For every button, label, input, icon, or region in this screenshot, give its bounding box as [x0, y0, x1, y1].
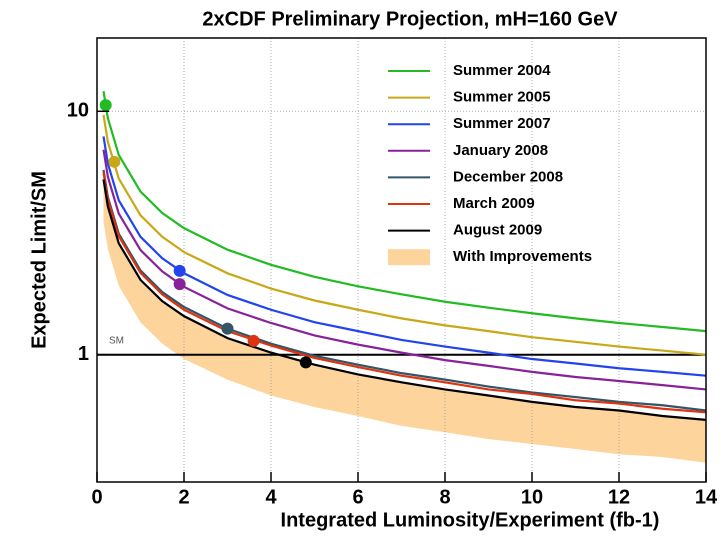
series-line — [102, 169, 706, 412]
series-marker — [299, 356, 312, 369]
legend-label: With Improvements — [453, 248, 592, 265]
plot-frame — [96, 37, 707, 483]
x-tick-label: 0 — [91, 486, 102, 508]
x-tick-label: 8 — [439, 486, 450, 508]
legend-label: Summer 2007 — [453, 115, 551, 132]
x-tick-label: 4 — [265, 486, 277, 508]
plot-area — [97, 38, 706, 482]
legend-swatch — [388, 249, 430, 266]
series-marker — [221, 322, 234, 335]
series-marker — [99, 99, 112, 112]
sm-label: SM — [109, 335, 124, 346]
x-tick-label: 12 — [608, 486, 630, 508]
x-tick-label: 14 — [695, 486, 718, 508]
legend-label: Summer 2004 — [453, 62, 551, 79]
improvement-band — [103, 179, 706, 463]
series-line — [102, 91, 706, 333]
series-line — [102, 172, 706, 414]
legend-label: Summer 2005 — [453, 89, 551, 106]
legend-label: August 2009 — [453, 222, 542, 239]
legend-label: December 2008 — [453, 168, 563, 185]
x-axis-label: Integrated Luminosity/Experiment (fb-1) — [281, 509, 660, 531]
y-tick-label: 1 — [78, 343, 89, 365]
legend-label: March 2009 — [453, 195, 535, 212]
y-tick-label: 10 — [67, 100, 89, 122]
x-tick-label: 6 — [352, 486, 363, 508]
legend-label: January 2008 — [453, 142, 548, 159]
series-line — [102, 179, 706, 421]
series-marker — [173, 264, 186, 277]
chart-title: 2xCDF Preliminary Projection, mH=160 GeV — [202, 8, 618, 30]
series-line — [102, 114, 706, 356]
series-marker — [173, 278, 186, 291]
series-line — [102, 136, 706, 377]
x-tick-label: 2 — [178, 486, 189, 508]
x-tick-label: 10 — [521, 486, 543, 508]
series-line — [102, 149, 706, 391]
series-marker — [247, 334, 260, 347]
series-marker — [108, 155, 121, 168]
y-axis-label: Expected Limit/SM — [28, 171, 50, 349]
